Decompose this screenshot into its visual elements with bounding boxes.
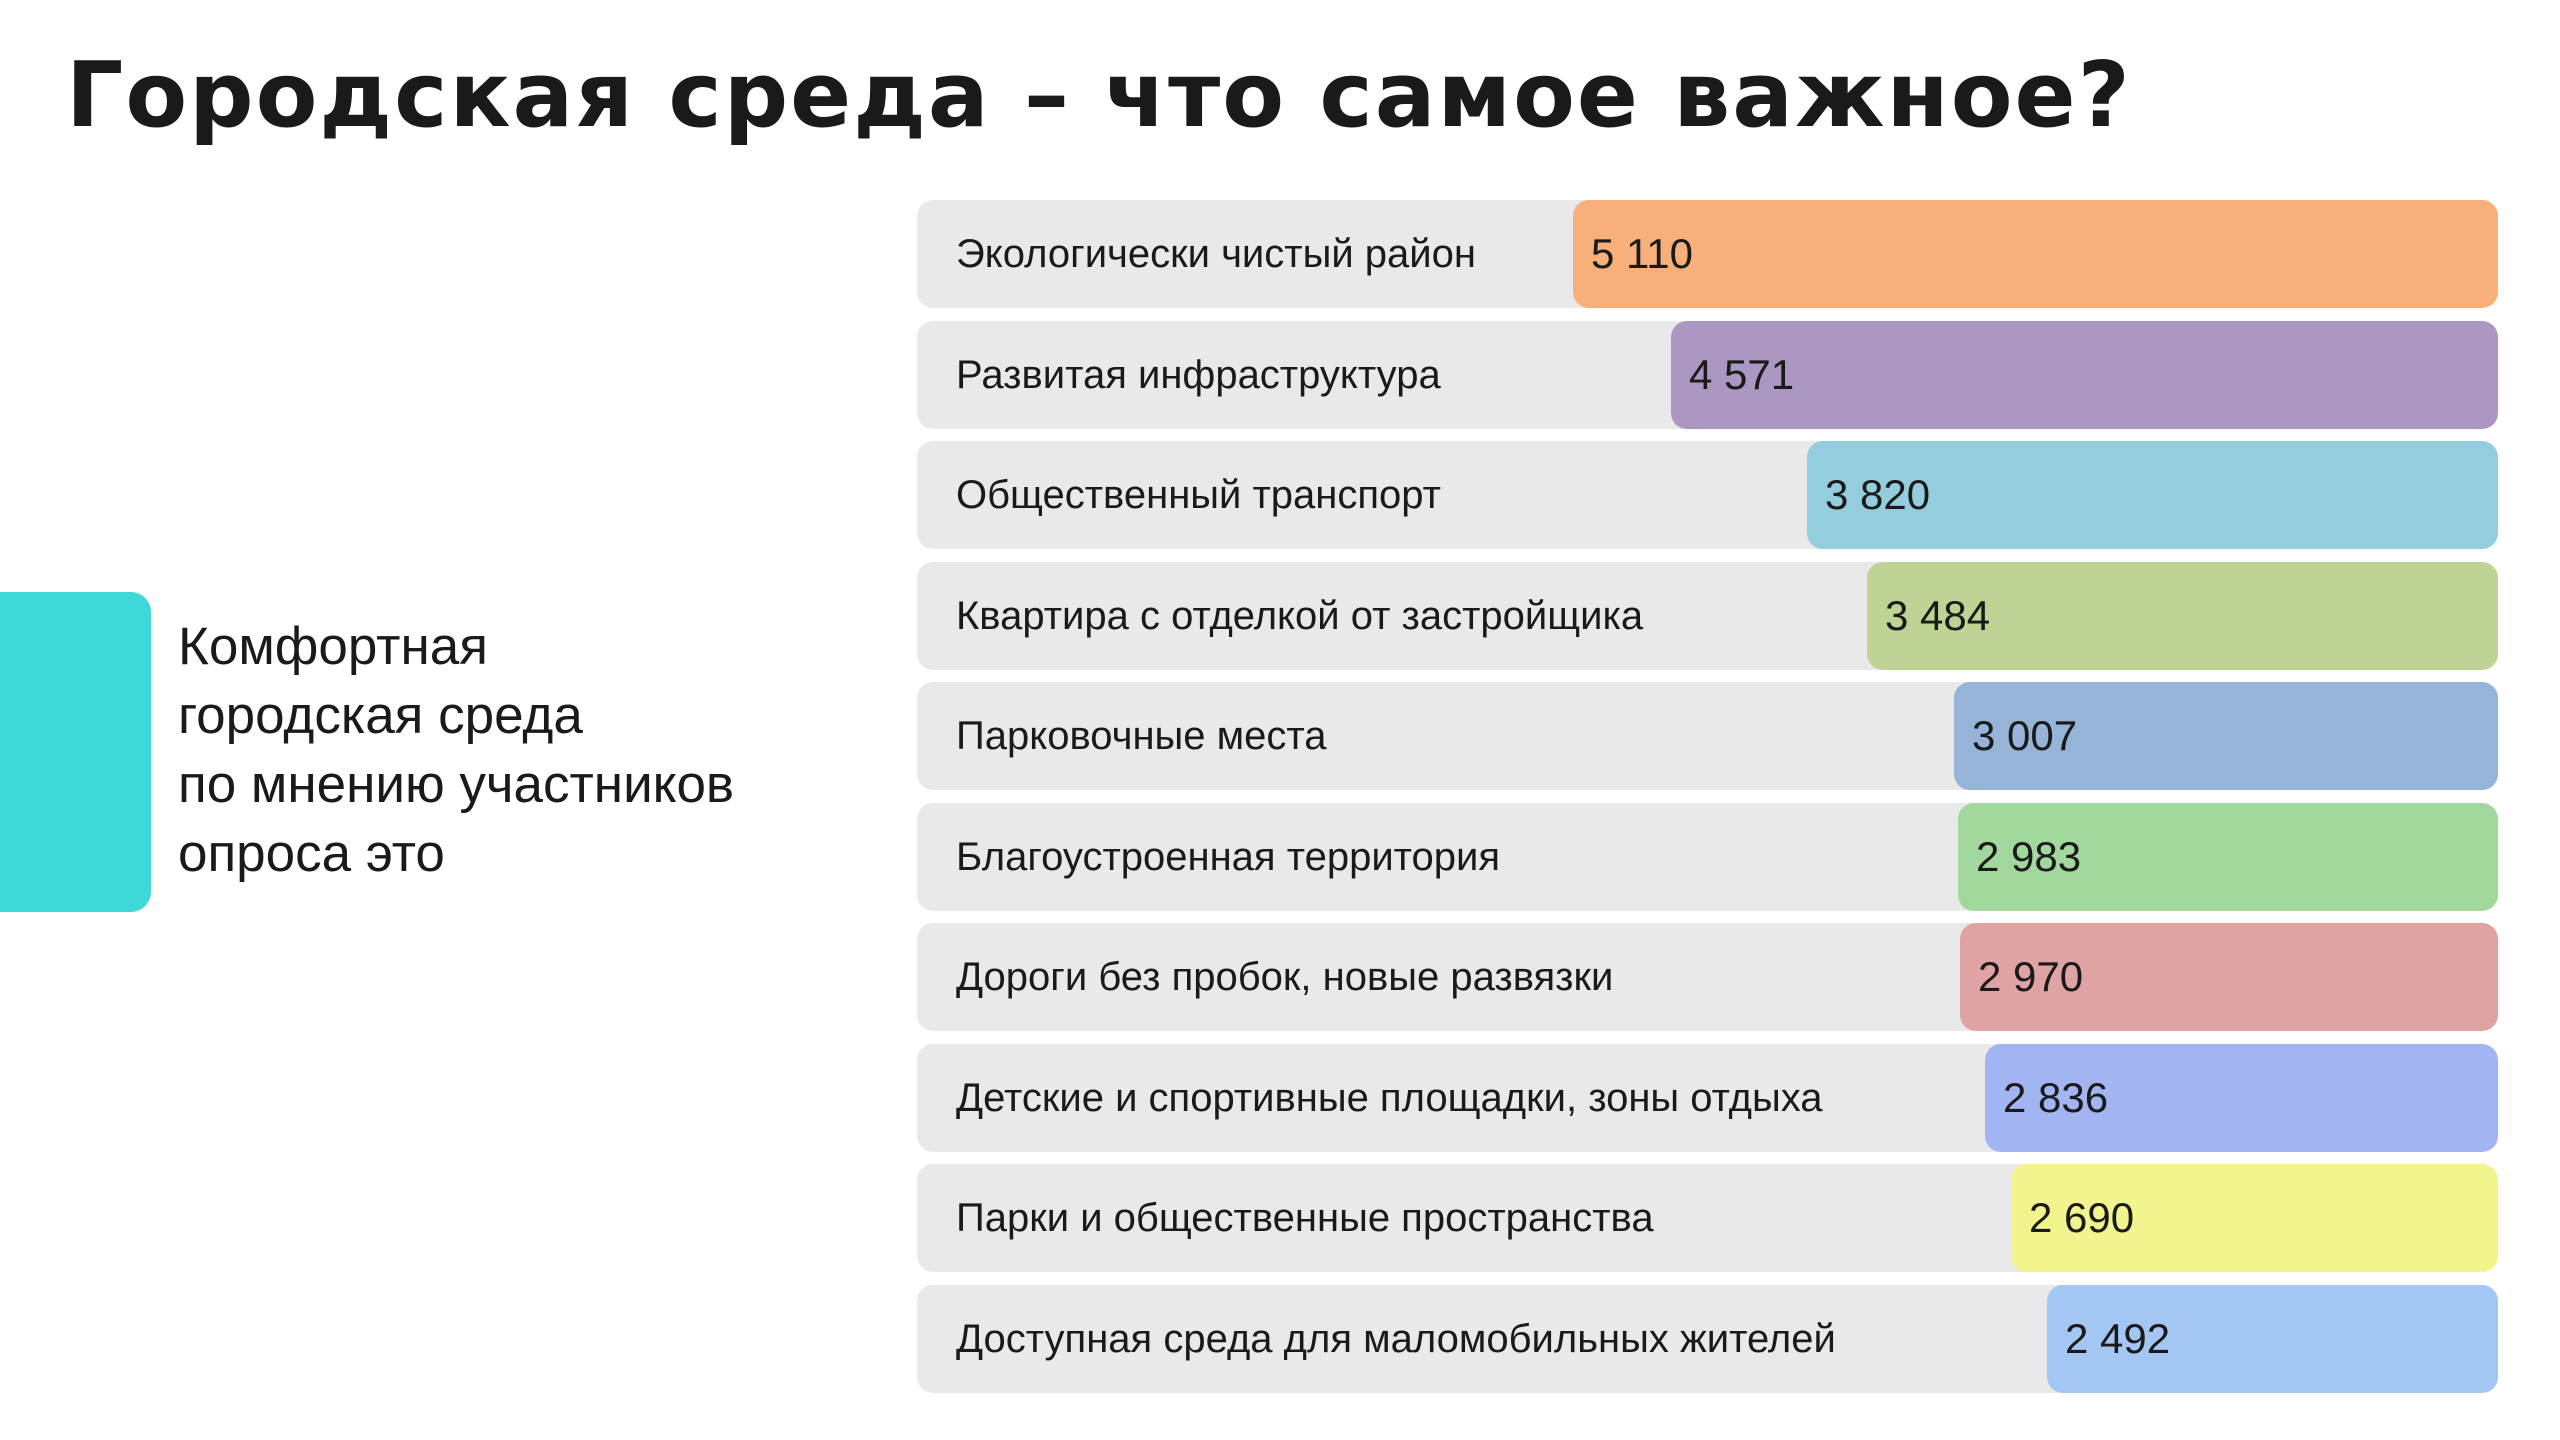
bar-value-label: 2 690 — [2029, 1194, 2135, 1241]
bar-value-label: 5 110 — [1591, 230, 1693, 277]
bar-label: Общественный транспорт — [956, 473, 1441, 517]
bar-value-label: 2 492 — [2065, 1315, 2171, 1362]
bar: 3 007 — [1954, 682, 2498, 790]
bar-value-label: 3 007 — [1972, 712, 2078, 759]
bar-value-label: 3 484 — [1885, 592, 1991, 639]
page-title: Городская среда – что самое важное? — [66, 43, 2132, 148]
bar: 3 820 — [1807, 441, 2498, 549]
bar-label: Дороги без пробок, новые развязки — [956, 955, 1614, 999]
bar: 2 836 — [1985, 1044, 2498, 1152]
bar: 5 110 — [1573, 200, 2498, 308]
bar-label: Парки и общественные пространства — [956, 1196, 1654, 1240]
bar-label: Парковочные места — [956, 714, 1327, 758]
bar-value-label: 2 836 — [2003, 1074, 2109, 1121]
bar-row: Экологически чистый район 5 110 — [917, 200, 2498, 308]
bar: 3 484 — [1867, 562, 2498, 670]
caption-line: по мнению участников — [178, 755, 735, 814]
caption-line: городская среда — [178, 686, 583, 745]
bar: 2 492 — [2047, 1285, 2498, 1393]
bar-row: Доступная среда для маломобильных жителе… — [917, 1285, 2498, 1393]
bar-label: Благоустроенная территория — [956, 835, 1501, 879]
bar-label: Экологически чистый район — [956, 232, 1476, 276]
bar-row: Парковочные места 3 007 — [917, 682, 2498, 790]
bar-row: Квартира с отделкой от застройщика 3 484 — [917, 562, 2498, 670]
caption-line: Комфортная — [178, 617, 488, 676]
accent-block — [0, 592, 151, 912]
side-caption: Комфортная городская среда по мнению уча… — [178, 612, 878, 888]
bar-value-label: 2 970 — [1978, 953, 2084, 1000]
bar-row: Дороги без пробок, новые развязки 2 970 — [917, 923, 2498, 1031]
caption-line: опроса это — [178, 824, 445, 883]
bar-row: Благоустроенная территория 2 983 — [917, 803, 2498, 911]
bar-value-label: 3 820 — [1825, 471, 1931, 518]
bar-label: Квартира с отделкой от застройщика — [956, 594, 1644, 638]
bar-label: Детские и спортивные площадки, зоны отды… — [956, 1076, 1823, 1120]
bar: 2 690 — [2011, 1164, 2498, 1272]
bar: 2 983 — [1958, 803, 2498, 911]
bar-row: Парки и общественные пространства 2 690 — [917, 1164, 2498, 1272]
bar-value-label: 2 983 — [1976, 833, 2082, 880]
bar-row: Общественный транспорт 3 820 — [917, 441, 2498, 549]
bar-value-label: 4 571 — [1689, 351, 1795, 398]
bar-label: Доступная среда для маломобильных жителе… — [956, 1317, 1836, 1361]
bar-row: Развитая инфраструктура 4 571 — [917, 321, 2498, 429]
bar-row: Детские и спортивные площадки, зоны отды… — [917, 1044, 2498, 1152]
bar: 4 571 — [1671, 321, 2498, 429]
bar: 2 970 — [1960, 923, 2498, 1031]
bar-label: Развитая инфраструктура — [956, 353, 1441, 397]
